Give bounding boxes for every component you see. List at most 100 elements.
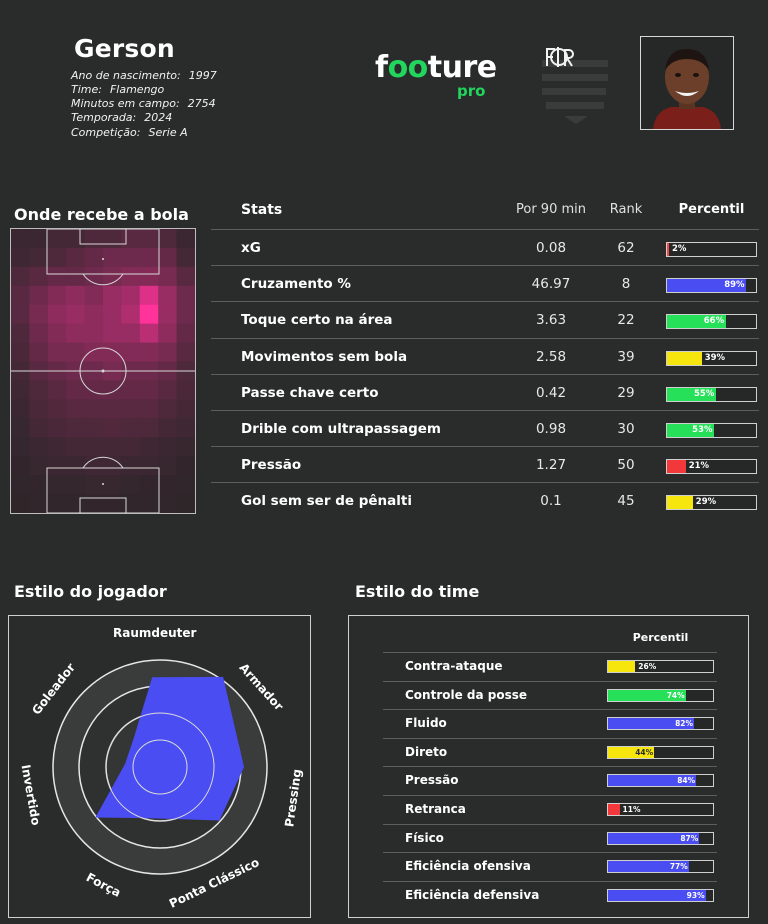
stat-rank-value: 62 — [617, 240, 635, 256]
heatmap-cell — [84, 342, 104, 363]
stats-header-stat: Stats — [241, 202, 283, 218]
stat-rank-value: 30 — [617, 421, 635, 437]
heatmap-cell — [103, 399, 122, 419]
team-row: Pressão 84% — [383, 766, 717, 795]
player-style-title: Estilo do jogador — [14, 582, 167, 601]
percentile-bar: 21% — [666, 459, 757, 475]
team-row: Físico 87% — [383, 823, 717, 853]
heatmap-cell — [11, 475, 30, 495]
heatmap-cell — [47, 323, 67, 344]
radar-svg — [52, 659, 268, 875]
stat-label: Drible com ultrapassagem — [241, 421, 441, 437]
heatmap-cell — [139, 229, 159, 249]
heatmap-cell — [103, 380, 122, 400]
team-row: Controle da posse 74% — [383, 680, 717, 710]
heatmap-cell — [66, 247, 86, 268]
heatmap-cell — [47, 399, 67, 419]
stat-per90-value: 0.1 — [540, 493, 562, 510]
team-percentile-bar-fill — [608, 718, 695, 730]
heatmap-cell — [11, 494, 30, 514]
heatmap-cell — [47, 266, 67, 287]
heatmap-cell — [158, 304, 178, 325]
heatmap-cell — [121, 285, 141, 306]
team-style-table: Percentil Contra-ataque 26% Controle da po… — [348, 615, 749, 918]
team-percentile-bar-fill — [608, 889, 706, 901]
heatmap-cell — [176, 342, 196, 363]
percentile-bar-fill — [667, 243, 669, 256]
heatmap-cell — [29, 229, 49, 249]
stat-per90-value: 46.97 — [531, 276, 571, 293]
heatmap-cell — [84, 304, 104, 325]
heatmap-cell — [176, 229, 196, 249]
heatmap-cell — [158, 342, 178, 363]
player-name: Gerson — [74, 34, 175, 63]
percentile-bar-fill — [667, 351, 702, 365]
heatmap-cell — [11, 456, 30, 476]
heatmap-cell — [121, 323, 141, 344]
stat-label: Pressão — [241, 457, 302, 474]
percentile-bar-fill — [667, 315, 726, 329]
heatmap-cell — [103, 437, 122, 457]
stat-rank-value: 39 — [617, 348, 635, 365]
heatmap-cell — [29, 418, 49, 438]
team-percentile-bar-fill — [608, 689, 686, 701]
team-row: Direto 44% — [383, 737, 717, 767]
team-style-label: Retranca — [405, 802, 466, 816]
heatmap-cell — [121, 342, 141, 363]
team-percentile-value: 74% — [666, 690, 685, 700]
heatmap-cell — [121, 456, 141, 476]
percentile-bar: 2% — [666, 242, 757, 257]
heatmap-cell — [121, 380, 141, 400]
percentile-bar: 29% — [666, 495, 757, 511]
percentile-bar: 66% — [666, 314, 757, 330]
percentile-bar-fill — [667, 279, 747, 293]
percentile-bar: 39% — [666, 350, 757, 366]
stat-per90-value: 1.27 — [535, 457, 567, 474]
team-percentile-bar-fill — [608, 861, 689, 873]
heatmap-cell — [158, 399, 178, 419]
stat-label: Movimentos sem bola — [241, 348, 408, 365]
stat-rank-value: 29 — [617, 384, 635, 401]
team-percentile-value: 11% — [622, 805, 641, 814]
heatmap-cell — [176, 418, 196, 438]
heatmap-cell — [139, 380, 159, 400]
club-crest-icon — [542, 44, 612, 130]
stat-rank-value: 45 — [617, 493, 635, 510]
heatmap-cell — [139, 342, 159, 363]
team-percentile-bar: 77% — [607, 860, 714, 874]
heatmap-cell — [103, 229, 122, 249]
heatmap-cell — [29, 437, 49, 457]
heatmap-cell — [139, 456, 159, 476]
heatmap-cell — [11, 247, 30, 268]
heatmap-cell — [121, 229, 141, 249]
player-photo — [640, 36, 734, 130]
player-style-radar: Raumdeuter Armador Pressing Ponta Clássi… — [8, 615, 311, 918]
heatmap-cell — [139, 475, 159, 495]
stat-row: Cruzamento % 46.97 8 89% — [211, 265, 759, 301]
heatmap-cell — [158, 285, 178, 306]
heatmap-cell — [29, 304, 49, 325]
stat-label: Cruzamento % — [241, 276, 351, 293]
heatmap-cell — [176, 475, 196, 495]
heatmap-cell — [47, 380, 67, 400]
heatmap-cell — [84, 285, 104, 306]
heatmap-cell — [11, 437, 30, 457]
team-percentile-bar: 11% — [607, 803, 714, 816]
heatmap-cell — [158, 229, 178, 249]
percentile-value: 39% — [704, 352, 726, 363]
heatmap-cell — [84, 437, 104, 457]
team-percentile-bar: 93% — [607, 888, 714, 902]
heatmap-cell — [29, 380, 49, 400]
heatmap-cell — [66, 229, 86, 249]
team-percentile-bar: 84% — [607, 774, 714, 788]
heatmap-cell — [29, 456, 49, 476]
stat-label: Passe chave certo — [241, 384, 379, 401]
heatmap-cell — [29, 285, 49, 306]
heatmap-cell — [84, 475, 104, 495]
percentile-bar: 55% — [666, 386, 757, 402]
heatmap-cell — [139, 304, 159, 325]
team-percentile-bar-fill — [608, 804, 620, 815]
heatmap-cell — [47, 304, 67, 325]
heatmap-cell — [176, 285, 196, 306]
heatmap-cell — [176, 437, 196, 457]
